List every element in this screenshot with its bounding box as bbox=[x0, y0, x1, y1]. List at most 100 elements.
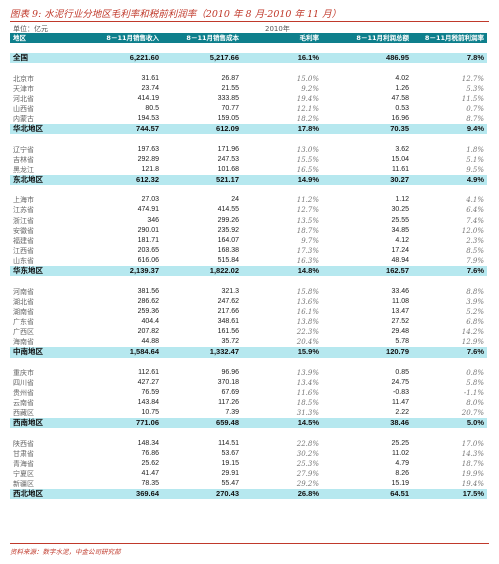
cell-name: 湖南省 bbox=[13, 307, 34, 316]
cell-revenue: 203.65 bbox=[137, 247, 159, 255]
summary-revenue: 612.32 bbox=[82, 174, 162, 186]
summary-pretax: 4.9% bbox=[412, 174, 487, 186]
cell-gross: 18.7% bbox=[296, 226, 319, 235]
cell-revenue: 474.91 bbox=[137, 206, 159, 214]
cell-gross: 17.3% bbox=[296, 247, 319, 256]
cell-name: 宁夏区 bbox=[13, 470, 34, 479]
cell-cost: 370.18 bbox=[217, 378, 239, 386]
cell-name: 江苏省 bbox=[13, 206, 34, 215]
cell-name: 湖北省 bbox=[13, 297, 34, 306]
cell-revenue: 31.61 bbox=[141, 74, 159, 82]
summary-cost: 1,822.02 bbox=[162, 266, 242, 277]
cell-revenue: 381.56 bbox=[137, 287, 159, 295]
cell-profit: 0.85 bbox=[395, 368, 409, 376]
table-body: 地区 8－11月销售收入 8－11月销售成本 毛利率 8－11月利润总额 8－11月税前利… bbox=[10, 33, 487, 500]
cell-cost: 96.96 bbox=[221, 368, 239, 376]
column-header: 地区 bbox=[10, 33, 82, 44]
cell-gross: 16.3% bbox=[296, 257, 319, 266]
cell-profit: 13.47 bbox=[391, 307, 409, 315]
summary-pretax: 7.8% bbox=[412, 53, 487, 64]
table-row: 湖北省 286.62 247.62 13.6% 11.08 3.9% bbox=[10, 297, 487, 307]
spacer-cell bbox=[10, 428, 487, 438]
table-row: 广西区 207.82 161.56 22.3% 29.48 14.2% bbox=[10, 327, 487, 337]
cell-revenue: 25.62 bbox=[141, 459, 159, 467]
cell-revenue: 404.4 bbox=[141, 318, 159, 325]
spacer-cell bbox=[10, 43, 487, 53]
table-row: 江苏省 474.91 414.55 12.7% 30.25 6.4% bbox=[10, 205, 487, 215]
table-row: 甘肃省 76.86 53.67 30.2% 11.02 14.3% bbox=[10, 449, 487, 459]
cell-pretax: 14.3% bbox=[461, 449, 484, 458]
cell-cost: 114.51 bbox=[218, 439, 239, 447]
footer-rule bbox=[10, 543, 489, 544]
cell-name: 浙江省 bbox=[13, 216, 34, 225]
cell-profit: 33.46 bbox=[391, 287, 409, 295]
cell-cost: 164.07 bbox=[217, 236, 239, 244]
cell-pretax: 12.9% bbox=[461, 338, 484, 347]
cell-revenue: 259.36 bbox=[137, 307, 159, 315]
cell-revenue: 286.62 bbox=[137, 297, 159, 305]
header-row: 地区 8－11月销售收入 8－11月销售成本 毛利率 8－11月利润总额 8－11月税前利… bbox=[10, 33, 487, 44]
cell-profit: 4.02 bbox=[395, 74, 409, 82]
cell-profit: 4.12 bbox=[395, 236, 409, 244]
title-rule bbox=[10, 21, 489, 22]
cell-revenue: 41.47 bbox=[141, 470, 159, 478]
cell-gross: 27.9% bbox=[296, 470, 319, 479]
table-row: 陕西省 148.34 114.51 22.8% 25.25 17.0% bbox=[10, 439, 487, 449]
summary-pretax: 17.5% bbox=[412, 489, 487, 500]
cell-profit: 25.25 bbox=[391, 439, 409, 447]
cell-gross: 9.7% bbox=[301, 236, 319, 245]
table-row: 湖南省 259.36 217.66 16.1% 13.47 5.2% bbox=[10, 307, 487, 317]
table-row: 四川省 427.27 370.18 13.4% 24.75 5.8% bbox=[10, 378, 487, 388]
cell-gross: 12.1% bbox=[296, 105, 319, 114]
cell-name: 四川省 bbox=[13, 378, 34, 387]
table-row: 浙江省 346 299.26 13.5% 25.55 7.4% bbox=[10, 216, 487, 226]
cell-cost: 348.61 bbox=[217, 318, 239, 325]
cell-profit: 11.61 bbox=[392, 165, 409, 173]
cell-revenue: 197.63 bbox=[137, 145, 159, 153]
column-header: 8－11月利润总额 bbox=[322, 33, 412, 44]
cell-gross: 15.8% bbox=[296, 287, 319, 296]
cell-cost: 161.56 bbox=[217, 328, 239, 336]
cell-profit: 16.96 bbox=[391, 115, 409, 123]
cell-gross: 22.8% bbox=[296, 439, 319, 448]
table-row: 北京市 31.61 26.87 15.0% 4.02 12.7% bbox=[10, 74, 487, 84]
cell-profit: -0.83 bbox=[393, 388, 409, 396]
cell-pretax: 3.9% bbox=[466, 297, 484, 306]
cell-gross: 13.4% bbox=[296, 378, 319, 387]
cell-name: 陕西省 bbox=[13, 439, 34, 448]
summary-revenue: 6,221.60 bbox=[82, 53, 162, 64]
column-header: 毛利率 bbox=[242, 33, 322, 44]
year-label: 2010年 bbox=[265, 25, 290, 33]
table-row: 云南省 143.84 117.26 18.5% 11.47 8.0% bbox=[10, 398, 487, 408]
cell-name: 黑龙江 bbox=[13, 165, 34, 174]
summary-cost: 521.17 bbox=[162, 174, 242, 186]
cell-pretax: 4.1% bbox=[466, 196, 484, 205]
cell-name: 福建省 bbox=[13, 236, 34, 245]
cell-gross: 13.0% bbox=[296, 145, 319, 154]
spacer-cell bbox=[10, 185, 487, 195]
table-row: 西藏区 10.75 7.39 31.3% 2.22 20.7% bbox=[10, 408, 487, 418]
cell-cost: 217.66 bbox=[217, 307, 239, 315]
cell-gross: 30.2% bbox=[296, 449, 319, 458]
summary-gross: 14.8% bbox=[242, 266, 322, 277]
cell-pretax: 14.2% bbox=[461, 328, 484, 337]
cell-name: 广西区 bbox=[13, 328, 34, 337]
cell-gross: 15.0% bbox=[296, 74, 319, 83]
summary-pretax: 5.0% bbox=[412, 418, 487, 429]
summary-profit: 120.79 bbox=[322, 347, 412, 358]
cell-revenue: 143.84 bbox=[137, 399, 159, 407]
cell-revenue: 78.35 bbox=[141, 480, 159, 488]
cell-name: 内蒙古 bbox=[13, 115, 34, 124]
spacer-row bbox=[10, 63, 487, 73]
cell-gross: 13.6% bbox=[296, 297, 319, 306]
cell-name: 河南省 bbox=[13, 287, 34, 296]
cell-pretax: 8.8% bbox=[466, 287, 484, 296]
cell-revenue: 23.74 bbox=[141, 84, 159, 92]
cell-pretax: 2.3% bbox=[466, 236, 484, 245]
table-row: 广东省 404.4 348.61 13.8% 27.52 6.8% bbox=[10, 317, 487, 327]
cell-name: 广东省 bbox=[13, 318, 34, 326]
cell-pretax: 12.7% bbox=[461, 74, 484, 83]
cell-revenue: 80.5 bbox=[145, 105, 159, 113]
cell-pretax: 11.5% bbox=[461, 94, 484, 103]
cell-revenue: 181.71 bbox=[137, 236, 159, 244]
